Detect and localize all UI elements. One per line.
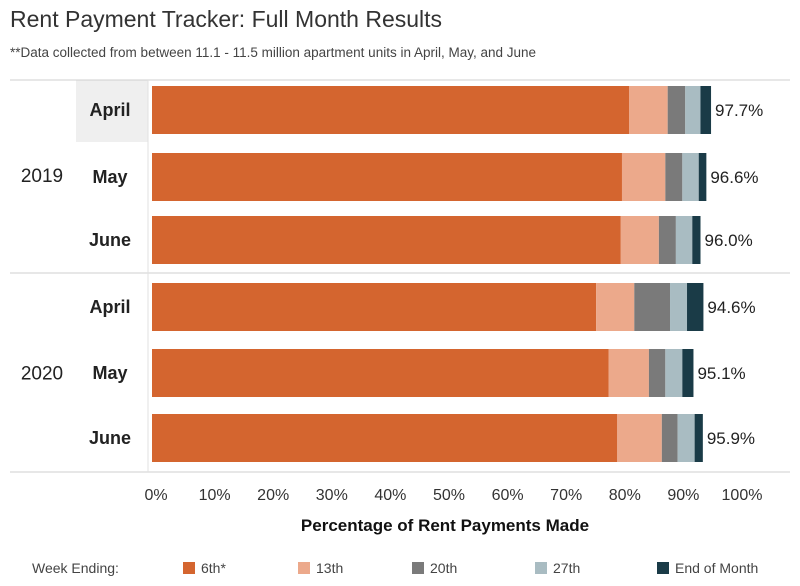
x-tick-label: 70% — [550, 487, 582, 504]
x-tick-label: 90% — [667, 487, 699, 504]
legend-title: Week Ending: — [32, 560, 119, 576]
bar-segment — [617, 414, 662, 462]
legend-label: 13th — [316, 560, 343, 576]
row-highlight — [76, 80, 148, 142]
bar-segment — [685, 86, 701, 134]
bar-segment — [675, 216, 693, 264]
legend-swatch — [298, 562, 310, 574]
bar-segment — [648, 349, 666, 397]
bar-total-label: 97.7% — [715, 101, 763, 120]
bar-total-label: 96.6% — [710, 168, 758, 187]
x-tick-label: 50% — [433, 487, 465, 504]
month-label: May — [92, 363, 127, 383]
x-tick-label: 60% — [492, 487, 524, 504]
chart-subtitle: **Data collected from between 11.1 - 11.… — [10, 45, 537, 60]
bar-segment — [152, 153, 622, 201]
legend-swatch — [183, 562, 195, 574]
bar-segment — [665, 153, 683, 201]
bar-segment — [152, 349, 609, 397]
bar-total-label: 96.0% — [704, 231, 752, 250]
month-label: April — [89, 297, 130, 317]
bar-total-label: 94.6% — [707, 298, 755, 317]
bar-segment — [692, 216, 701, 264]
bar-segment — [698, 153, 707, 201]
bar-segment — [682, 153, 699, 201]
bar-segment — [629, 86, 668, 134]
month-label: June — [89, 428, 131, 448]
bar-segment — [152, 86, 630, 134]
legend-swatch — [535, 562, 547, 574]
bar-segment — [152, 283, 597, 331]
bar-segment — [621, 153, 666, 201]
x-axis-title: Percentage of Rent Payments Made — [301, 516, 589, 535]
chart-title: Rent Payment Tracker: Full Month Results — [10, 6, 443, 32]
x-tick-label: 40% — [374, 487, 406, 504]
bar-segment — [620, 216, 659, 264]
bar-segment — [694, 414, 703, 462]
bar-total-label: 95.9% — [707, 429, 755, 448]
bar-segment — [682, 349, 694, 397]
x-tick-label: 0% — [144, 487, 167, 504]
legend-label: 27th — [553, 560, 580, 576]
bar-segment — [665, 349, 683, 397]
bar-segment — [596, 283, 635, 331]
month-label: June — [89, 230, 131, 250]
x-tick-label: 20% — [257, 487, 289, 504]
month-label: May — [92, 167, 127, 187]
bar-segment — [608, 349, 649, 397]
x-tick-label: 100% — [722, 487, 763, 504]
legend-label: End of Month — [675, 560, 758, 576]
bar-segment — [700, 86, 712, 134]
bar-segment — [658, 216, 676, 264]
x-tick-label: 80% — [609, 487, 641, 504]
bar-segment — [634, 283, 671, 331]
legend-label: 6th* — [201, 560, 226, 576]
legend-swatch — [657, 562, 669, 574]
year-label: 2020 — [21, 364, 63, 385]
bar-segment — [152, 216, 621, 264]
x-tick-label: 10% — [199, 487, 231, 504]
bar-total-label: 95.1% — [697, 364, 745, 383]
x-tick-label: 30% — [316, 487, 348, 504]
bar-segment — [152, 414, 618, 462]
bar-segment — [661, 414, 678, 462]
legend-swatch — [412, 562, 424, 574]
bar-segment — [687, 283, 704, 331]
bar-segment — [677, 414, 695, 462]
legend-label: 20th — [430, 560, 457, 576]
year-label: 2019 — [21, 166, 63, 187]
bar-segment — [667, 86, 686, 134]
bar-segment — [670, 283, 688, 331]
month-label: April — [89, 100, 130, 120]
